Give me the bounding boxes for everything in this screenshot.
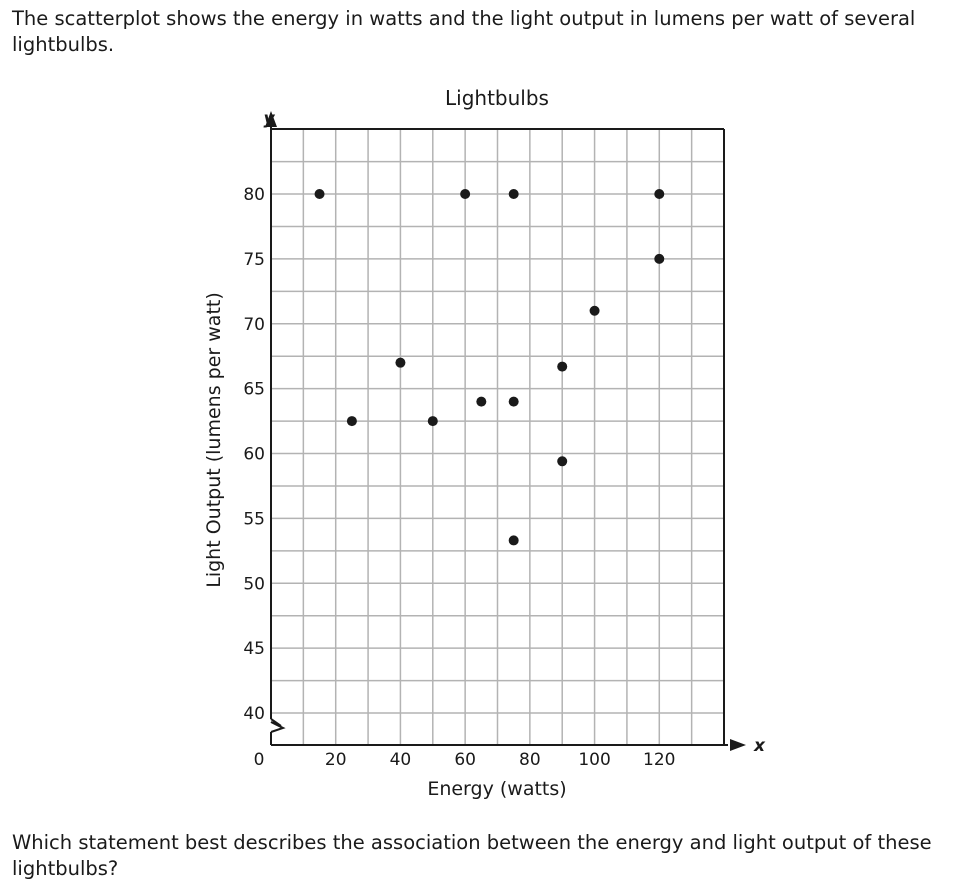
data-points <box>314 189 665 546</box>
data-point <box>346 416 357 427</box>
y-tick-label: 60 <box>243 445 265 465</box>
x-tick-label: 100 <box>578 750 610 770</box>
data-point <box>557 361 568 372</box>
data-point <box>508 396 519 407</box>
question-text: Which statement best describes the assoc… <box>12 831 932 880</box>
x-axis-label: Energy (watts) <box>427 778 566 800</box>
y-tick-label: 40 <box>243 704 265 724</box>
x-tick-label: 20 <box>325 750 347 770</box>
data-point <box>589 305 600 316</box>
grid-lines <box>271 129 724 745</box>
y-axis-label: Light Output (lumens per watt) <box>203 292 225 588</box>
x-tick-label: 40 <box>390 750 412 770</box>
data-point <box>654 189 665 199</box>
y-tick-label: 50 <box>243 574 265 594</box>
scatterplot-chart: Lightbulbs yx 0 20 40 60 80 100 12040455055606… <box>203 86 766 800</box>
y-tick-label: 65 <box>243 380 265 400</box>
data-point <box>395 357 406 368</box>
tick-labels: 0 20 40 60 80 100 120 40 45 50 55 60 65 70 75 80 <box>243 185 675 770</box>
x-axis-arrow-icon <box>730 739 746 751</box>
y-tick-label: 70 <box>243 315 265 335</box>
data-point <box>654 253 665 264</box>
data-point <box>427 416 438 427</box>
data-point <box>476 396 487 407</box>
data-point <box>557 456 568 467</box>
data-point <box>508 535 519 546</box>
y-tick-label: 55 <box>243 509 265 529</box>
data-point <box>460 189 471 199</box>
intro-text: The scatterplot shows the energy in watt… <box>12 7 916 56</box>
y-tick-label: 45 <box>243 639 265 659</box>
x-tick-label: 80 <box>519 750 541 770</box>
x-tick-label: 120 <box>643 750 675 770</box>
y-tick-label: 75 <box>243 250 265 270</box>
x-tick-label: 60 <box>454 750 476 770</box>
y-axis-letter: y <box>263 109 275 129</box>
data-point <box>508 189 519 199</box>
y-axis-break-zigzag <box>270 718 286 733</box>
x-axis-letter: x <box>753 736 766 756</box>
origin-label: 0 <box>254 750 265 770</box>
data-point <box>314 189 325 199</box>
chart-title: Lightbulbs <box>445 86 549 110</box>
axes: yx <box>263 109 766 756</box>
y-tick-label: 80 <box>243 185 265 205</box>
y-axis-arrow-icon <box>265 111 277 127</box>
